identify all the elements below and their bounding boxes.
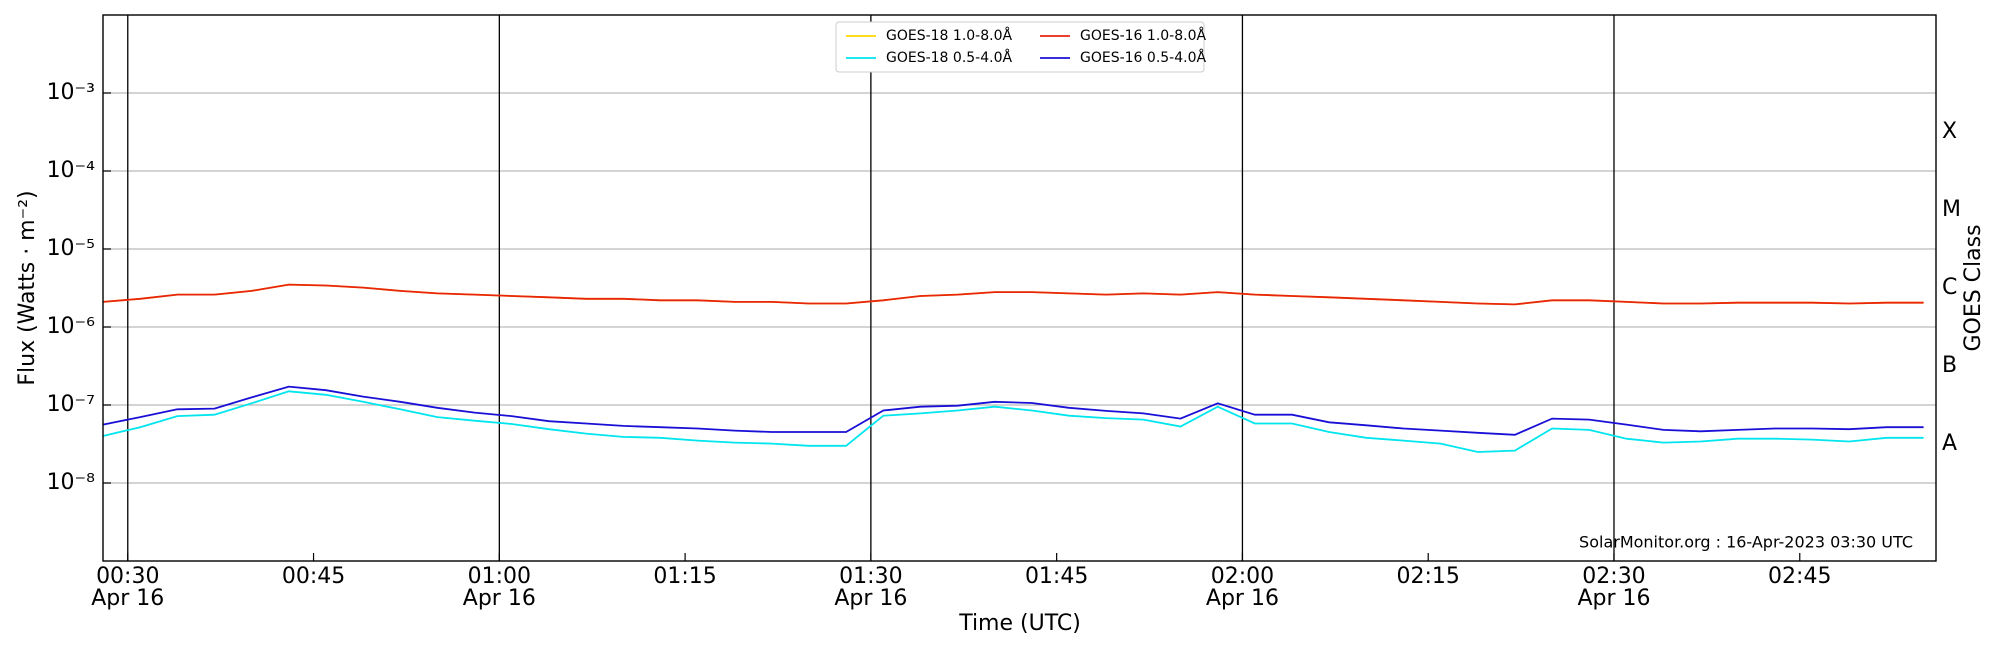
x-tick-label: 01:00 (468, 564, 531, 589)
y2-tick-label: B (1942, 353, 1957, 378)
x-tick-label: 02:45 (1768, 564, 1831, 589)
y-tick-label: 10⁻³ (47, 80, 95, 105)
x-tick-label: 00:30 (96, 564, 159, 589)
y-tick-label: 10⁻⁵ (47, 236, 95, 261)
legend-label: GOES-18 1.0-8.0Å (886, 27, 1012, 44)
y-axis-label: Flux (Watts · m⁻²) (15, 190, 40, 385)
x-tick-label: 01:15 (653, 564, 716, 589)
x-tick-date: Apr 16 (1577, 586, 1650, 611)
x-tick-label: 01:45 (1025, 564, 1088, 589)
x-tick-label: 02:00 (1211, 564, 1274, 589)
legend-label: GOES-16 0.5-4.0Å (1080, 49, 1206, 66)
y2-tick-label: X (1942, 119, 1957, 144)
y2-axis-label: GOES Class (1961, 224, 1986, 351)
plot-frame (102, 14, 1937, 562)
x-tick-date: Apr 16 (1206, 586, 1279, 611)
series-line (102, 385, 1924, 436)
y-tick-label: 10⁻⁶ (47, 314, 96, 339)
x-tick-label: 01:30 (839, 564, 902, 589)
legend-label: GOES-16 1.0-8.0Å (1080, 27, 1206, 44)
y-tick-label: 10⁻⁴ (47, 158, 96, 183)
x-tick-date: Apr 16 (834, 586, 907, 611)
series-line (102, 283, 1924, 306)
x-tick-label: 00:45 (282, 564, 345, 589)
series-line (102, 283, 1924, 306)
legend-label: GOES-18 0.5-4.0Å (886, 49, 1012, 66)
x-tick-date: Apr 16 (463, 586, 536, 611)
annotation: SolarMonitor.org : 16-Apr-2023 03:30 UTC (1579, 533, 1913, 552)
y2-tick-label: M (1942, 197, 1961, 222)
legend-box (835, 21, 1205, 73)
y2-tick-label: C (1942, 275, 1957, 300)
x-tick-label: 02:30 (1582, 564, 1645, 589)
y-tick-label: 10⁻⁸ (47, 470, 96, 495)
y2-tick-label: A (1942, 431, 1957, 456)
series-line (102, 390, 1924, 453)
x-axis-label: Time (UTC) (958, 611, 1081, 636)
legend: GOES-18 1.0-8.0Å GOES-18 0.5-4.0Å GOES-16 … (835, 21, 1206, 73)
x-tick-label: 02:15 (1397, 564, 1460, 589)
y-tick-label: 10⁻⁷ (47, 392, 95, 417)
x-tick-date: Apr 16 (91, 586, 164, 611)
